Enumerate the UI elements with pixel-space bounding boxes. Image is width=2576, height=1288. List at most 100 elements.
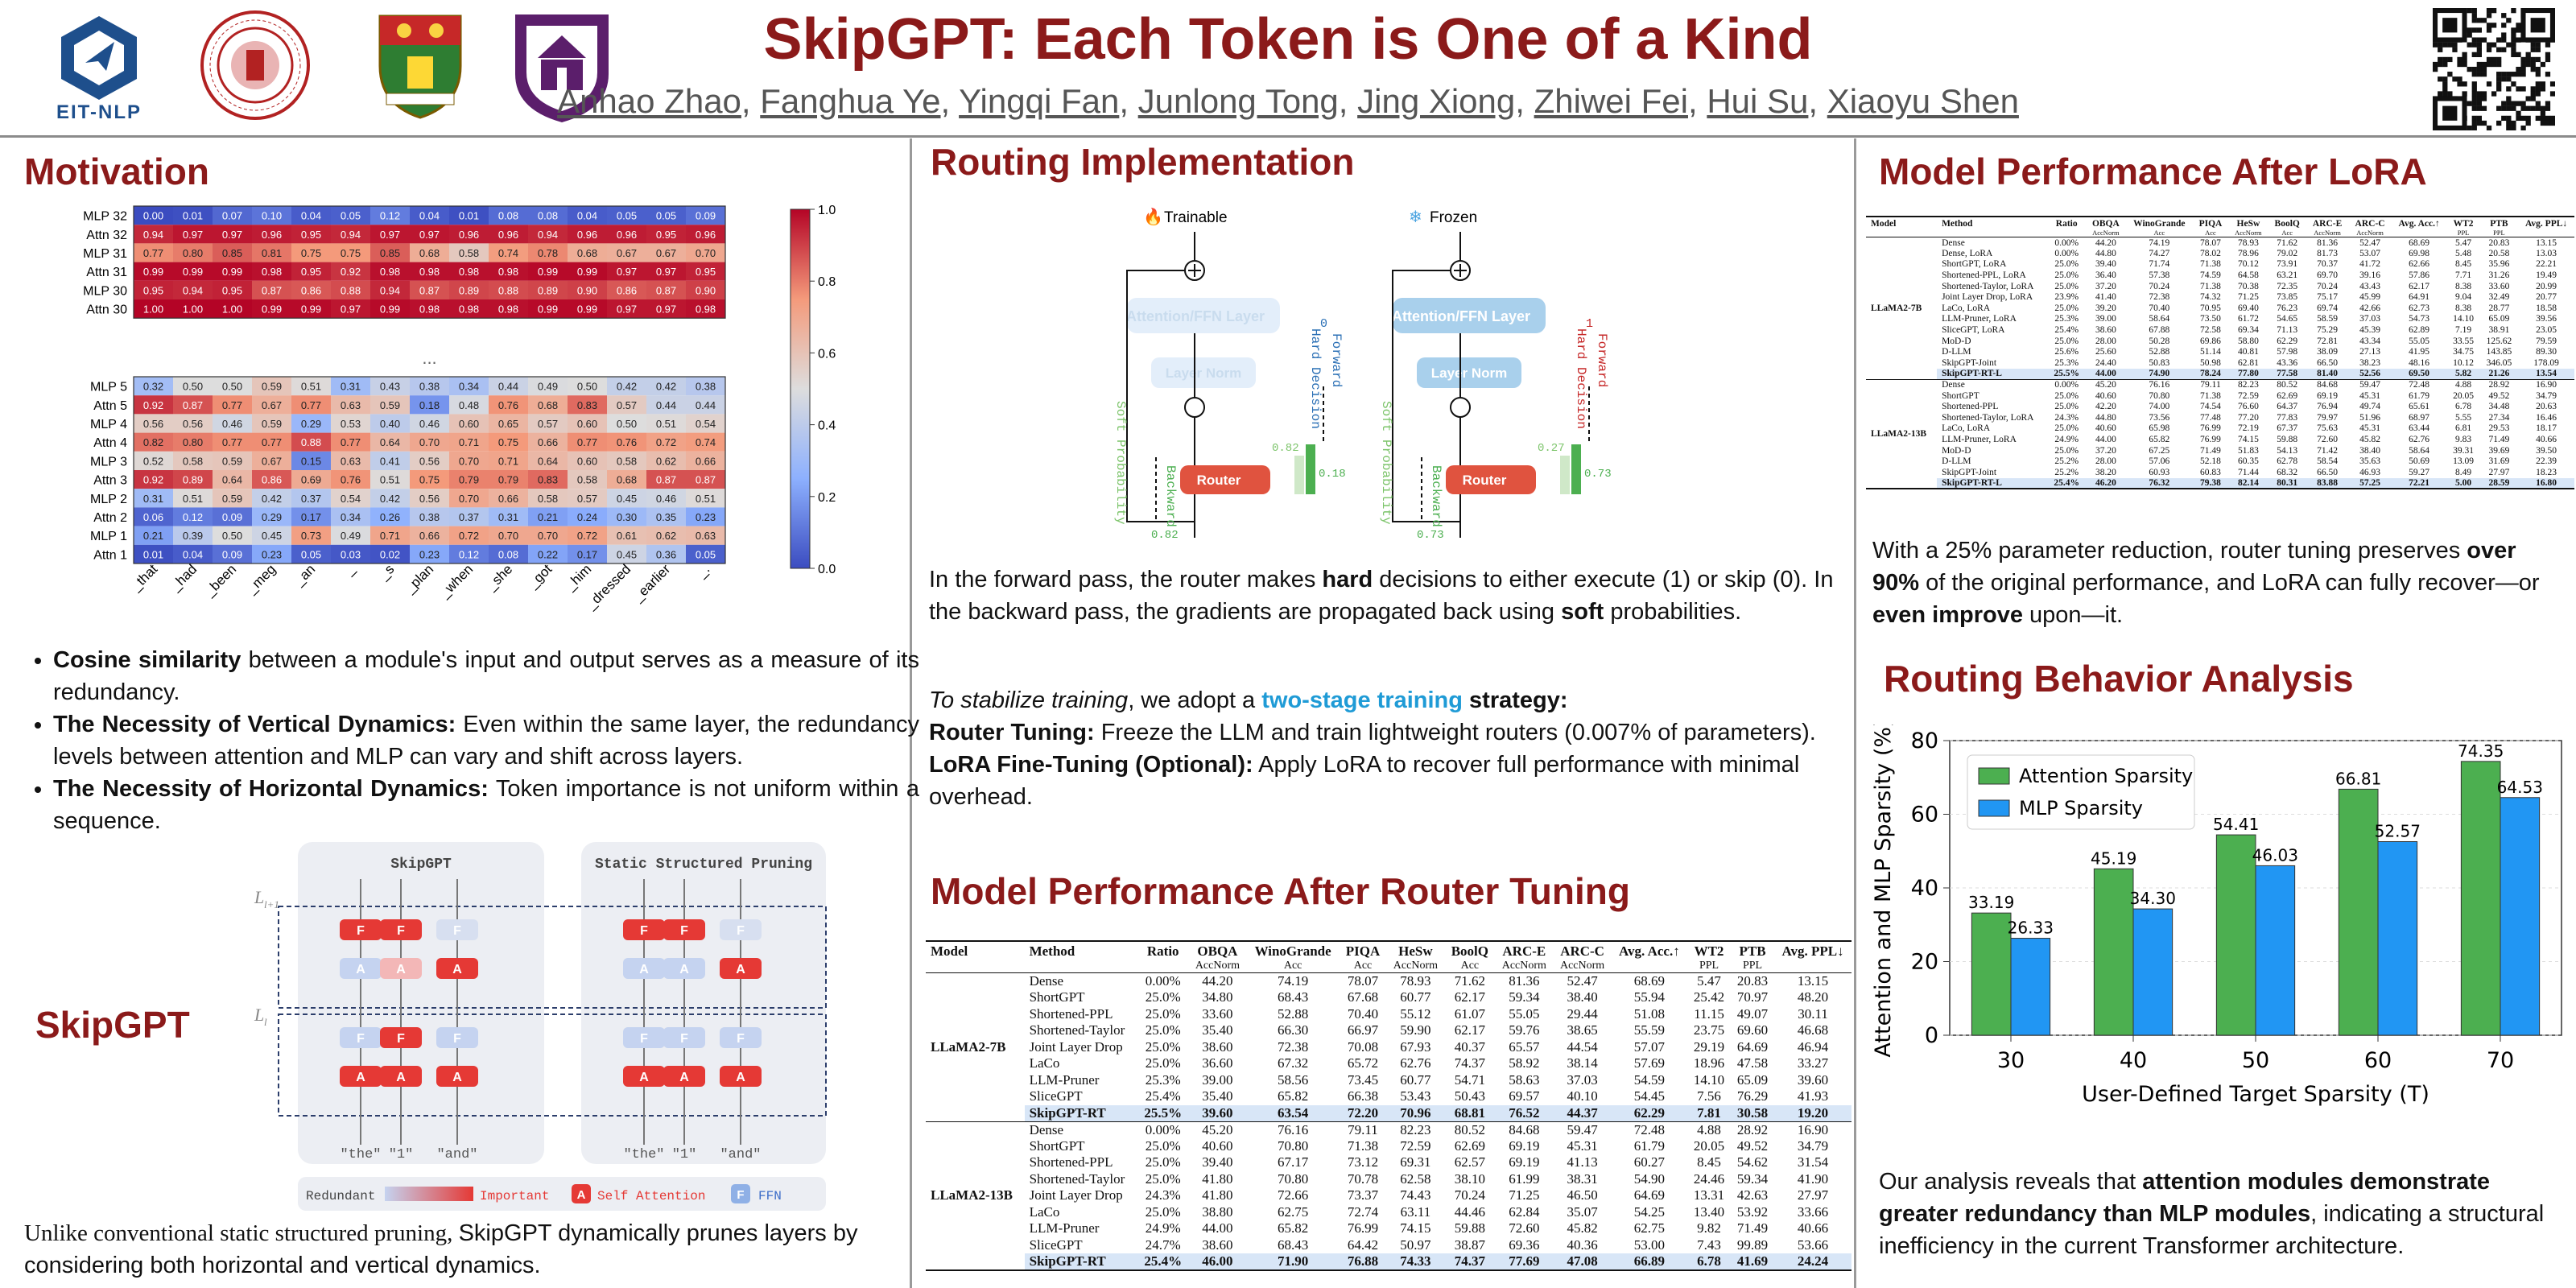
table-row: SkipGPT-Joint 25.2% 38.20 60.93 60.83 71.44 68… (1866, 467, 2574, 478)
legend-gradient (385, 1187, 473, 1201)
author-name[interactable]: Xiaoyu Shen (1827, 82, 2019, 120)
table-cell: 69.31 (1400, 1154, 1431, 1170)
table-cell: 39.60 (1797, 1071, 1829, 1088)
heatmap-cell (134, 299, 173, 319)
table-cell: 25.4% (1144, 1253, 1183, 1269)
qr-code[interactable] (2433, 8, 2556, 131)
ffn-block (720, 1027, 762, 1048)
heatmap-cell-value: 0.12 (183, 511, 203, 523)
backward-label: Backward (1429, 465, 1443, 527)
heatmap-cell-value: 0.23 (262, 548, 282, 560)
table-cell: 7.43 (1697, 1236, 1721, 1253)
table-cell: 25.5% (2054, 369, 2080, 379)
heatmap-cell-value: 0.75 (419, 474, 440, 486)
forward-label: Forward (1595, 333, 1609, 387)
colorbar-tick: 0.4 (818, 419, 836, 433)
heatmap-cell (410, 299, 449, 319)
heatmap-cell (370, 395, 410, 415)
heatmap-cell (252, 414, 291, 433)
heatmap-cell-value: 0.49 (341, 530, 361, 542)
table-cell: 24.3% (2054, 412, 2079, 423)
table-cell: 38.65 (1567, 1022, 1598, 1038)
table-cell: 68.69 (2409, 237, 2430, 248)
heatmap-cell-value: 0.95 (656, 229, 676, 241)
heatmap-cell (686, 470, 725, 489)
table-cell: 71.25 (1509, 1187, 1540, 1203)
author-name[interactable]: Zhiwei Fei (1534, 82, 1688, 120)
heatmap-cell (331, 262, 370, 281)
table-cell: 39.00 (1202, 1071, 1233, 1088)
heatmap-cell (213, 377, 252, 396)
table-cell: 28.00 (2095, 456, 2116, 467)
heatmap-cell-value: 0.68 (538, 399, 558, 411)
author-name[interactable]: Anhao Zhao (557, 82, 741, 120)
heatmap-cell-value: 0.00 (143, 210, 163, 222)
table-cell: 72.60 (1509, 1220, 1540, 1236)
author-name[interactable]: Jing Xiong (1357, 82, 1516, 120)
heatmap-cell-value: 0.87 (419, 284, 440, 296)
heatmap-cell (686, 395, 725, 415)
heatmap-cell (686, 299, 725, 319)
table-row: Dense, LoRA 0.00% 44.80 74.27 78.02 78.96 79.0… (1866, 248, 2574, 259)
heatmap-row-label: MLP 5 (90, 381, 127, 394)
bar-value-label: 33.19 (1968, 893, 2014, 912)
table-cell: 44.20 (2095, 237, 2116, 248)
author-name[interactable]: Hui Su (1707, 82, 1809, 120)
heatmap-cell-value: 0.23 (696, 511, 716, 523)
heatmap-cell (646, 544, 686, 564)
table-cell: 62.75 (1633, 1220, 1665, 1236)
table-cell: 60.35 (2237, 456, 2259, 467)
token-label: "and" (720, 1147, 761, 1162)
heatmap-cell-value: 0.78 (538, 247, 558, 259)
table-cell: 54.59 (1633, 1071, 1665, 1088)
table-header: OBQA (1197, 943, 1238, 959)
lora-table: Model Method Ratio OBQA WinoGrande PIQA HeSw Bo… (1866, 216, 2574, 489)
heatmap-cell-value: 0.98 (498, 266, 518, 278)
heatmap-cell-value: 0.89 (183, 474, 203, 486)
table-cell: 34.79 (2536, 390, 2557, 401)
author-list: Anhao Zhao, Fanghua Ye, Yingqi Fan, Junl… (483, 82, 2093, 121)
table-cell: 5.47 (2455, 237, 2472, 248)
table-cell: 62.76 (1400, 1055, 1431, 1071)
heatmap-cell-value: 0.49 (538, 381, 558, 393)
table-cell: 62.75 (1277, 1203, 1309, 1220)
heatmap-cell (252, 489, 291, 508)
table-cell: 79.59 (2536, 336, 2557, 346)
heatmap-cell-value: 0.95 (301, 266, 321, 278)
table-cell: 67.68 (1347, 989, 1379, 1005)
heatmap-cell-value: 0.66 (498, 493, 518, 505)
table-subheader: AccNorm (1559, 960, 1605, 972)
heatmap-cell-value: 0.05 (301, 548, 321, 560)
y-tick-label: 40 (1911, 876, 1938, 901)
table-cell: 62.66 (2409, 259, 2430, 270)
table-cell: 58.64 (2149, 314, 2170, 324)
author-name[interactable]: Fanghua Ye (760, 82, 941, 120)
table-cell: 70.12 (2237, 259, 2259, 270)
table-cell: 62.81 (2237, 357, 2259, 368)
heatmap-cell (607, 280, 646, 299)
author-name[interactable]: Junlong Tong (1137, 82, 1339, 120)
table-cell: 4.88 (1697, 1121, 1721, 1137)
heatmap-cell-value: 0.96 (262, 229, 282, 241)
prob-value: 0.82 (1151, 529, 1179, 542)
bar-attention (1971, 912, 2012, 1036)
heatmap-cell-value: 0.98 (380, 266, 400, 278)
heatmap-cell (568, 243, 607, 262)
table-cell: 79.38 (2200, 477, 2221, 488)
heatmap-cell (331, 299, 370, 319)
heatmap-cell (331, 377, 370, 396)
table-cell: LLM-Pruner, LoRA (1942, 314, 2017, 324)
table-cell: 20.77 (2536, 292, 2557, 303)
heatmap-cell (410, 470, 449, 489)
heatmap-cell-value: 0.46 (656, 493, 676, 505)
heatmap-cell-value: 0.63 (341, 399, 361, 411)
table-cell: 25.0% (2054, 270, 2079, 281)
table-subheader: Acc (2205, 229, 2216, 237)
table-subheader: AccNorm (1393, 960, 1438, 972)
author-name[interactable]: Yingqi Fan (959, 82, 1120, 120)
table-cell: 0.00% (2054, 380, 2079, 390)
heatmap-cell-value: 0.97 (656, 303, 676, 316)
colorbar-tick: 0.6 (818, 347, 836, 361)
heatmap-cell (686, 414, 725, 433)
table-cell: 44.20 (1202, 973, 1233, 989)
